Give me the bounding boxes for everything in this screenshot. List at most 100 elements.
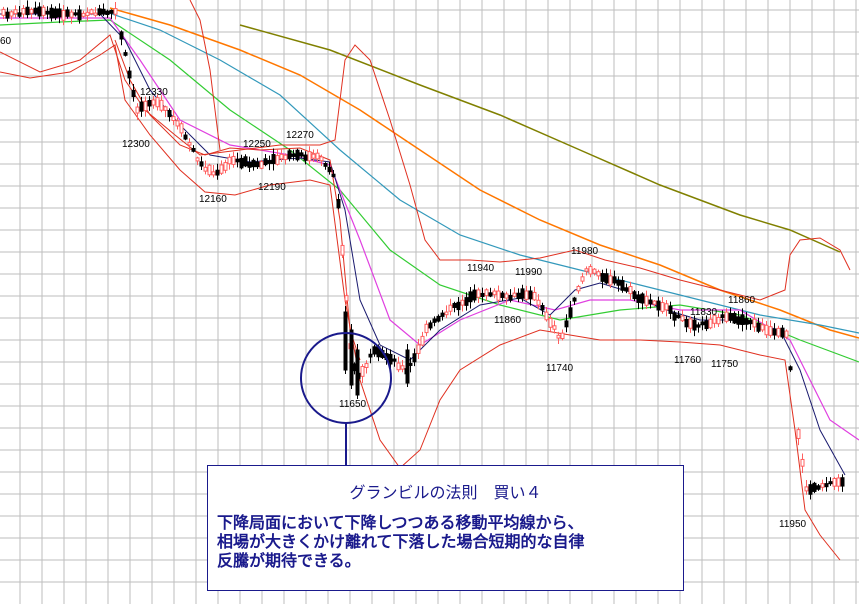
ma-orange-line [109, 7, 859, 339]
candle-body [800, 458, 805, 467]
candle-body [73, 12, 78, 16]
candle-body [828, 481, 833, 485]
candle-body [187, 142, 192, 146]
candle-body [203, 166, 208, 172]
candle-body [840, 477, 845, 487]
candle-body [61, 10, 66, 21]
candle-body [676, 314, 681, 319]
candle-body [336, 199, 341, 209]
candle-body [25, 6, 30, 16]
price-label: 11860 [494, 315, 522, 326]
candle-body [65, 9, 70, 17]
candle-body [804, 486, 809, 492]
candle-body [632, 291, 637, 300]
candle-body [752, 318, 757, 328]
candle-body [820, 483, 825, 488]
candle-body [97, 8, 102, 16]
candle-body [215, 169, 220, 176]
candle-body [468, 291, 473, 303]
candle-body [396, 362, 401, 371]
annotation-line: 相場が大きくかけ離れて下落した場合短期的な自律 [217, 532, 585, 551]
candle-body [600, 273, 605, 282]
candle-body [660, 302, 665, 312]
candle-body [279, 153, 284, 160]
candle-body [159, 99, 164, 111]
candle-body [372, 346, 377, 355]
candle-body [808, 484, 813, 495]
price-label: 11750 [711, 359, 739, 370]
candle-body [139, 101, 144, 112]
candle-body [788, 366, 793, 371]
candle-body [504, 293, 509, 299]
annotation-line: 下降局面において下降しつつある移動平均線から、 [217, 513, 584, 532]
price-label: 11830 [690, 307, 718, 318]
candle-body [428, 322, 433, 329]
candle-body [183, 134, 188, 140]
candle-body [656, 300, 661, 311]
candle-body [648, 299, 653, 305]
candle-body [119, 31, 124, 40]
candle-body [432, 318, 437, 323]
candle-body [608, 275, 613, 286]
candle-body [243, 156, 248, 167]
candle-body [211, 171, 216, 176]
highlight-circle [300, 332, 392, 465]
candle-body [508, 294, 513, 301]
candle-body [836, 477, 841, 487]
price-label: 11740 [546, 363, 574, 374]
candle-body [776, 327, 781, 337]
candle-body [652, 300, 657, 305]
candle-body [283, 154, 288, 161]
candle-body [420, 335, 425, 346]
candle-body [780, 327, 785, 338]
candle-body [123, 52, 128, 56]
candle-body [275, 155, 280, 165]
candle-body [388, 353, 393, 365]
candle-body [772, 328, 777, 336]
candle-body [364, 363, 369, 368]
candle-body [796, 429, 801, 439]
candle-body [456, 301, 461, 311]
candle-body [640, 293, 645, 304]
candle-body [668, 305, 673, 314]
candle-body [536, 299, 541, 306]
candle-body [311, 153, 316, 159]
candle-body [299, 152, 304, 157]
candle-body [764, 324, 769, 336]
candle-body [740, 314, 745, 325]
candle-body [708, 318, 713, 329]
candle-body [636, 294, 641, 303]
candle-body [113, 8, 118, 15]
candle-body [239, 157, 244, 169]
candle-body [572, 297, 577, 302]
candle-body [175, 120, 180, 127]
candle-body [127, 70, 132, 79]
candle-body [291, 153, 296, 157]
candle-body [267, 160, 272, 164]
candle-body [528, 290, 533, 300]
candle-body [331, 173, 336, 177]
candle-body [452, 302, 457, 308]
candle-body [568, 307, 573, 318]
candle-body [612, 276, 617, 284]
candle-body [9, 11, 14, 17]
candle-body [724, 311, 729, 322]
candle-body [704, 320, 709, 330]
candle-body [424, 323, 429, 334]
candle-body [227, 156, 232, 165]
candle-body [628, 286, 633, 295]
candle-body [77, 9, 82, 21]
candle-body [520, 288, 525, 299]
annotation-body: 下降局面において下降しつつある移動平均線から、 相場が大きくかけ離れて下落した場… [217, 513, 679, 570]
candle-body [81, 12, 86, 17]
ma-magenta-line [0, 17, 859, 441]
candle-body [109, 9, 114, 14]
candle-body [105, 10, 110, 16]
candle-body [732, 312, 737, 324]
candle-body [251, 159, 256, 168]
candle-body [17, 12, 22, 17]
candle-body [163, 106, 168, 111]
candle-body [544, 311, 549, 321]
candle-body [832, 477, 837, 487]
candle-body [500, 292, 505, 298]
